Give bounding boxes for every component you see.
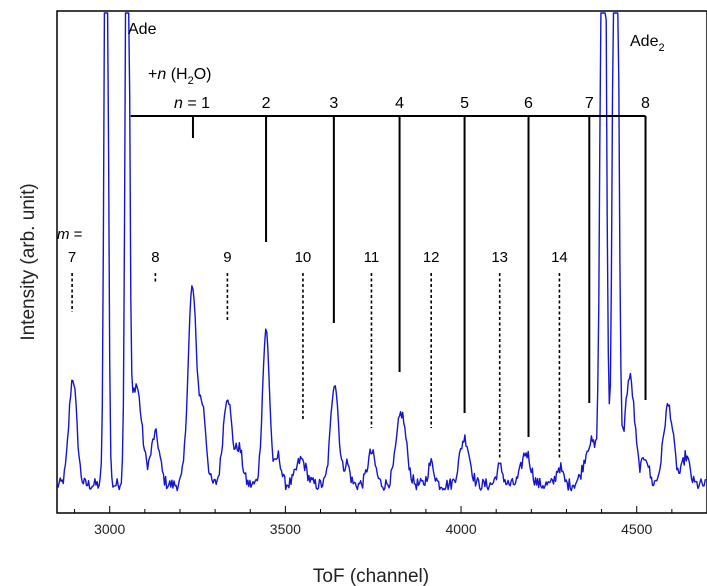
n-equals-label: n = 1 — [174, 95, 210, 112]
water-n-label: 4 — [395, 95, 404, 112]
m-number-label: 7 — [68, 249, 76, 266]
m-number-label: 8 — [151, 249, 159, 266]
water-n-label: 2 — [262, 95, 271, 112]
water-n-label: 5 — [460, 95, 469, 112]
peak-label-ade2: Ade2 — [630, 33, 665, 54]
water-n-label: 7 — [585, 95, 594, 112]
x-tick-label: 3000 — [94, 521, 125, 537]
ade2-subscript: 2 — [658, 42, 664, 54]
water-n-label: 8 — [641, 95, 650, 112]
plot-frame — [56, 10, 707, 514]
m-number-label: 14 — [551, 249, 568, 266]
spectrum-line — [56, 12, 707, 492]
x-tick-label: 3500 — [270, 521, 301, 537]
spectrum-layer — [56, 12, 707, 492]
x-tick-label: 4500 — [621, 521, 652, 537]
m-number-label: 11 — [364, 249, 380, 266]
y-axis-title: Intensity (arb. unit) — [18, 183, 39, 340]
x-axis-title: ToF (channel) — [313, 566, 429, 586]
water-n-label: 3 — [329, 95, 338, 112]
m-number-label: 9 — [223, 249, 231, 266]
peak-label-ade: Ade — [128, 21, 157, 38]
x-tick-label: 4000 — [445, 521, 476, 537]
m-equals-label: m = — [57, 226, 83, 243]
m-number-label: 10 — [295, 249, 312, 266]
x-axis-ticks: 3000 3500 4000 4500 — [74, 506, 707, 537]
water-n-label: 6 — [524, 95, 533, 112]
annotation-markers: 2 3 4 5 6 7 8 7 8 9 10 11 12 13 14 — [68, 95, 650, 458]
m-number-label: 13 — [491, 249, 508, 266]
water-series-label: +n (H2O) — [148, 66, 211, 87]
m-number-label: 12 — [423, 249, 440, 266]
